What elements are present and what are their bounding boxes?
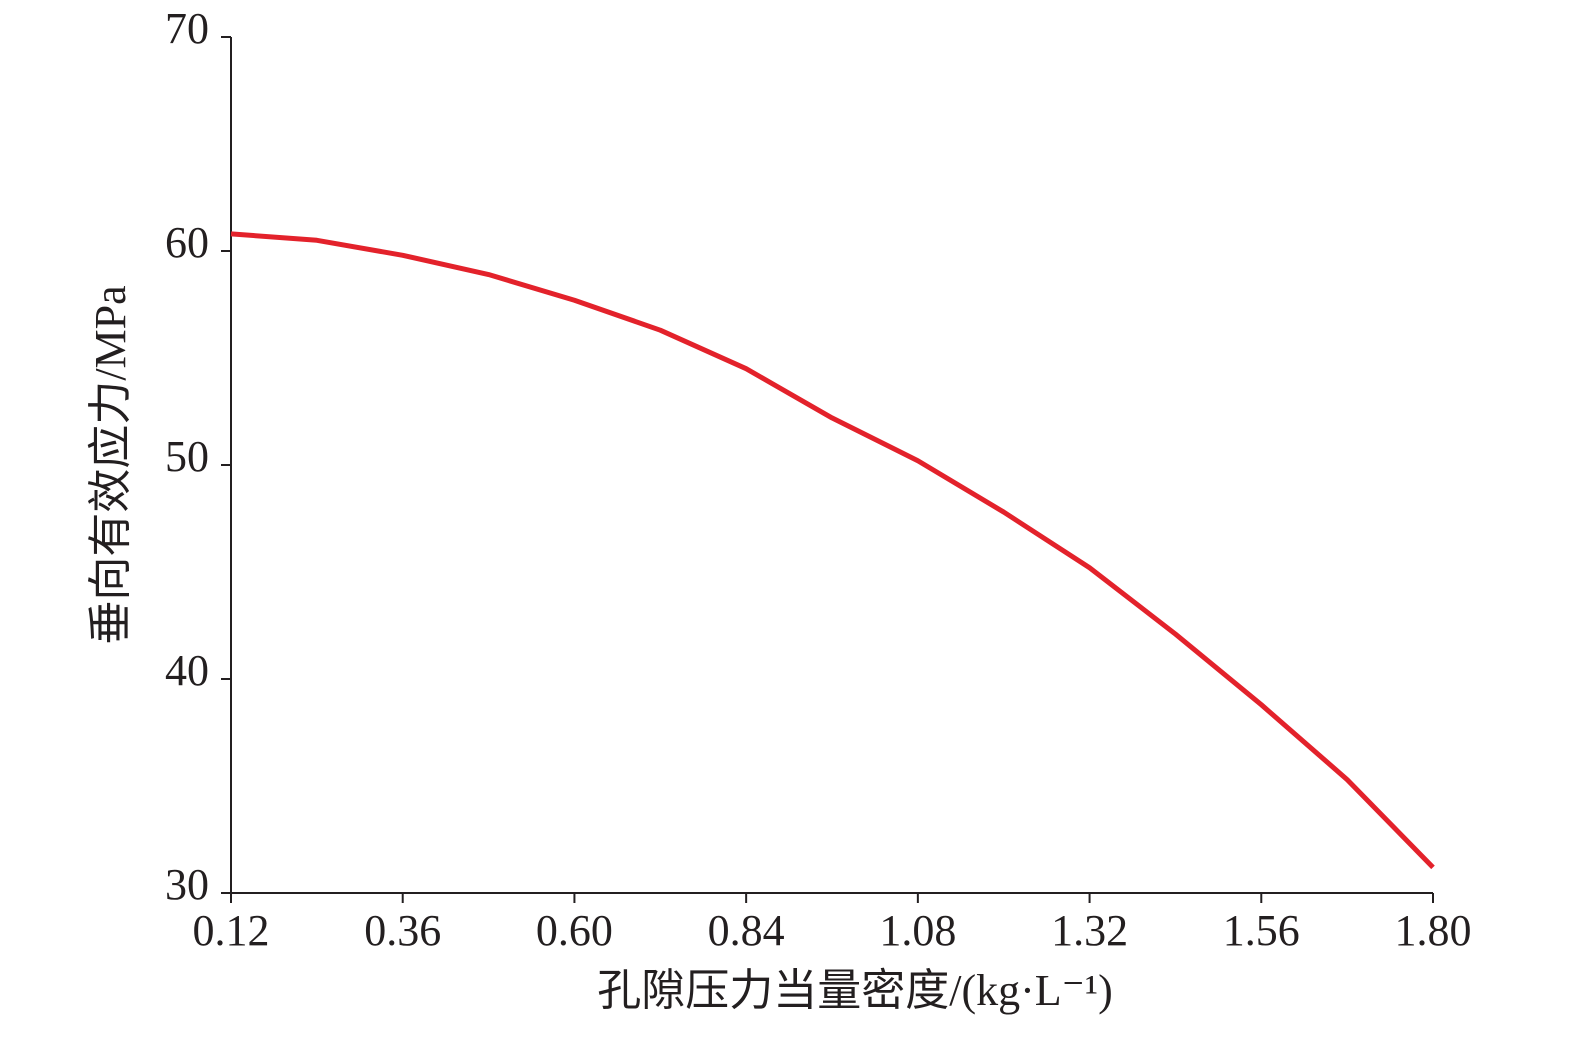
y-tick-label: 40 [165, 646, 209, 695]
x-axis-label: 孔隙压力当量密度/(kg·L⁻¹) [597, 966, 1112, 1015]
x-tick-label: 1.80 [1395, 906, 1472, 955]
x-tick-label: 0.60 [536, 906, 613, 955]
data-line [230, 231, 1435, 870]
x-tick-label: 0.36 [364, 906, 441, 955]
x-tick-label: 1.08 [879, 906, 956, 955]
x-tick-label: 1.56 [1223, 906, 1300, 955]
y-tick-label: 50 [165, 432, 209, 481]
y-axis-label: 垂向有效应力/MPa [86, 285, 135, 644]
x-tick-label: 0.12 [193, 906, 270, 955]
y-tick-label: 70 [165, 4, 209, 53]
x-tick-label: 1.32 [1051, 906, 1128, 955]
y-tick-label: 30 [165, 860, 209, 909]
y-tick-label: 60 [165, 218, 209, 267]
x-tick-label: 0.84 [708, 906, 785, 955]
